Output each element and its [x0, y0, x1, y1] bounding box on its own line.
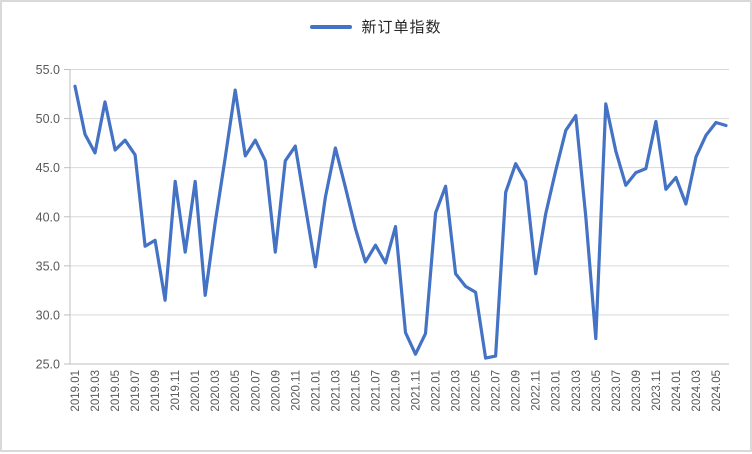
x-axis-label: 2023.03 — [571, 370, 583, 412]
x-axis-label: 2019.05 — [110, 370, 122, 412]
series-line — [73, 84, 728, 360]
x-axis-label: 2023.01 — [551, 370, 563, 412]
x-axis-label: 2022.05 — [471, 370, 483, 412]
x-axis-label: 2023.11 — [651, 370, 663, 411]
x-axis-label: 2022.07 — [491, 370, 503, 412]
x-axis-label: 2024.03 — [691, 370, 703, 412]
x-axis-label: 2021.07 — [370, 370, 382, 412]
x-axis-label: 2020.03 — [210, 370, 222, 412]
x-axis-label: 2021.11 — [411, 370, 423, 411]
x-axis-label: 2022.03 — [451, 370, 463, 412]
x-axis-label: 2023.07 — [611, 370, 623, 412]
y-axis-label: 55.0 — [36, 63, 60, 77]
x-axis-label: 2020.09 — [270, 370, 282, 412]
x-axis-label: 2023.05 — [591, 370, 603, 412]
x-axis-label: 2019.07 — [130, 370, 142, 412]
x-axis-label: 2024.01 — [671, 370, 683, 412]
x-axis-label: 2021.01 — [310, 370, 322, 412]
x-axis-label: 2019.03 — [90, 370, 102, 412]
y-axis-label: 40.0 — [36, 210, 60, 224]
y-axis-label: 35.0 — [36, 259, 60, 273]
x-axis-label: 2023.09 — [631, 370, 643, 412]
x-axis-label: 2020.05 — [230, 370, 242, 412]
x-axis-label: 2022.01 — [431, 370, 443, 412]
x-axis-label: 2024.05 — [711, 370, 723, 412]
y-axis-label: 25.0 — [36, 358, 60, 372]
x-axis-label: 2022.09 — [511, 370, 523, 412]
x-axis-label: 2021.03 — [330, 370, 342, 412]
y-axis-label: 45.0 — [36, 161, 60, 175]
x-axis-label: 2021.09 — [390, 370, 402, 412]
y-axis-label: 30.0 — [36, 308, 60, 322]
x-axis-label: 2020.11 — [290, 370, 302, 411]
x-axis-label: 2019.01 — [70, 370, 82, 412]
x-axis-label: 2022.11 — [531, 370, 543, 411]
x-axis-label: 2021.05 — [350, 370, 362, 412]
x-axis-label: 2019.11 — [170, 370, 182, 411]
x-axis-label: 2020.07 — [250, 370, 262, 412]
x-axis-label: 2019.09 — [150, 370, 162, 412]
y-axis-label: 50.0 — [36, 112, 60, 126]
x-axis-label: 2020.01 — [190, 370, 202, 412]
